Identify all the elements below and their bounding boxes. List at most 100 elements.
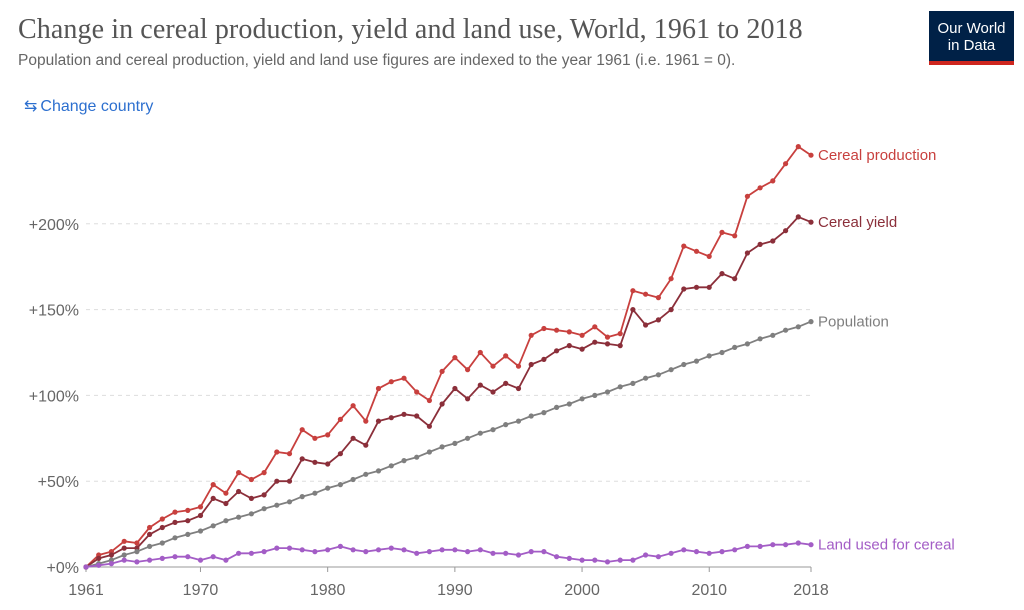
data-point bbox=[325, 485, 331, 491]
data-point bbox=[286, 478, 293, 484]
data-point bbox=[439, 401, 445, 407]
data-point bbox=[465, 396, 471, 402]
y-tick-label: +50% bbox=[38, 474, 79, 491]
data-point bbox=[414, 413, 420, 419]
data-point bbox=[477, 349, 483, 356]
data-point bbox=[783, 161, 789, 167]
data-point bbox=[719, 349, 725, 356]
x-tick-label: 2010 bbox=[691, 582, 727, 599]
data-point bbox=[223, 500, 229, 507]
data-point bbox=[706, 353, 712, 359]
series-label: Cereal production bbox=[818, 147, 936, 164]
data-point bbox=[541, 325, 547, 332]
data-point bbox=[261, 470, 267, 476]
data-point bbox=[515, 385, 522, 392]
data-point bbox=[693, 549, 700, 555]
data-point bbox=[312, 549, 318, 555]
data-point bbox=[286, 499, 293, 505]
data-point bbox=[452, 547, 458, 553]
data-point bbox=[554, 554, 560, 560]
data-point bbox=[439, 368, 445, 374]
data-point bbox=[147, 557, 153, 563]
logo-line-1: Our World bbox=[937, 20, 1006, 37]
data-point bbox=[210, 554, 216, 560]
data-point bbox=[159, 524, 165, 531]
x-tick-label: 2000 bbox=[564, 582, 600, 599]
x-tick-label: 1980 bbox=[310, 582, 346, 599]
change-country-button[interactable]: ⇆ Change country bbox=[24, 96, 153, 116]
data-point bbox=[604, 559, 611, 565]
y-tick-label: +150% bbox=[29, 303, 79, 320]
data-point bbox=[566, 329, 572, 335]
data-point bbox=[630, 288, 636, 294]
data-point bbox=[706, 284, 712, 290]
data-point bbox=[770, 332, 776, 338]
data-point bbox=[490, 389, 496, 395]
owid-logo[interactable]: Our World in Data bbox=[929, 11, 1014, 65]
data-point bbox=[592, 324, 598, 330]
data-point bbox=[668, 307, 674, 313]
data-point bbox=[223, 557, 229, 563]
data-point bbox=[528, 549, 534, 555]
data-point bbox=[630, 557, 636, 563]
data-point bbox=[579, 346, 585, 352]
data-point bbox=[604, 341, 611, 347]
data-point bbox=[643, 322, 649, 328]
data-point bbox=[172, 554, 178, 560]
change-country-label: Change country bbox=[40, 98, 154, 115]
data-point bbox=[274, 478, 280, 484]
data-point bbox=[274, 502, 280, 508]
data-point bbox=[592, 557, 598, 563]
y-tick-label: +200% bbox=[29, 217, 79, 234]
data-point bbox=[159, 516, 165, 522]
data-point bbox=[604, 334, 611, 340]
data-point bbox=[503, 550, 509, 556]
data-point bbox=[312, 490, 318, 496]
data-point bbox=[452, 440, 458, 446]
y-tick-label: +0% bbox=[47, 560, 79, 577]
series-label: Land used for cereal bbox=[818, 537, 955, 554]
data-point bbox=[337, 543, 343, 550]
data-point bbox=[757, 241, 763, 247]
data-point bbox=[693, 358, 700, 364]
data-point bbox=[325, 461, 331, 467]
data-point bbox=[515, 363, 522, 369]
data-point bbox=[185, 554, 191, 560]
data-point bbox=[655, 372, 662, 378]
data-point bbox=[477, 430, 483, 436]
data-point bbox=[439, 547, 445, 553]
data-point bbox=[503, 422, 509, 428]
data-point bbox=[604, 389, 611, 395]
data-point bbox=[477, 382, 483, 388]
data-point bbox=[236, 470, 242, 476]
data-point bbox=[248, 495, 254, 501]
data-point bbox=[159, 555, 165, 562]
data-point bbox=[770, 542, 776, 548]
data-point bbox=[286, 545, 293, 551]
data-point bbox=[147, 531, 153, 538]
data-point bbox=[185, 518, 191, 524]
data-point bbox=[744, 250, 751, 256]
data-point bbox=[617, 331, 623, 337]
data-point bbox=[134, 549, 140, 555]
data-point bbox=[783, 228, 789, 234]
data-point bbox=[783, 542, 789, 548]
data-point bbox=[795, 324, 801, 330]
data-point bbox=[770, 238, 776, 244]
x-tick-label: 1990 bbox=[437, 582, 473, 599]
data-point bbox=[401, 411, 407, 417]
data-point bbox=[197, 512, 204, 519]
data-point bbox=[210, 482, 216, 488]
data-point bbox=[452, 385, 458, 392]
series-label: Cereal yield bbox=[818, 214, 897, 231]
data-point bbox=[744, 543, 751, 550]
data-point bbox=[439, 444, 445, 450]
data-point bbox=[350, 435, 356, 441]
data-point bbox=[401, 458, 407, 464]
data-point bbox=[363, 549, 369, 555]
x-tick-label: 1970 bbox=[183, 582, 219, 599]
data-point bbox=[566, 401, 572, 407]
data-point bbox=[121, 545, 127, 551]
data-point bbox=[108, 552, 114, 558]
data-point bbox=[655, 317, 662, 323]
